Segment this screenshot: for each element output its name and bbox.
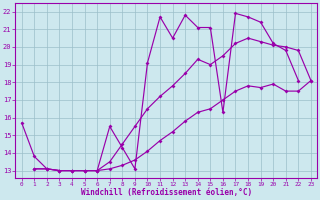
X-axis label: Windchill (Refroidissement éolien,°C): Windchill (Refroidissement éolien,°C) xyxy=(81,188,252,197)
